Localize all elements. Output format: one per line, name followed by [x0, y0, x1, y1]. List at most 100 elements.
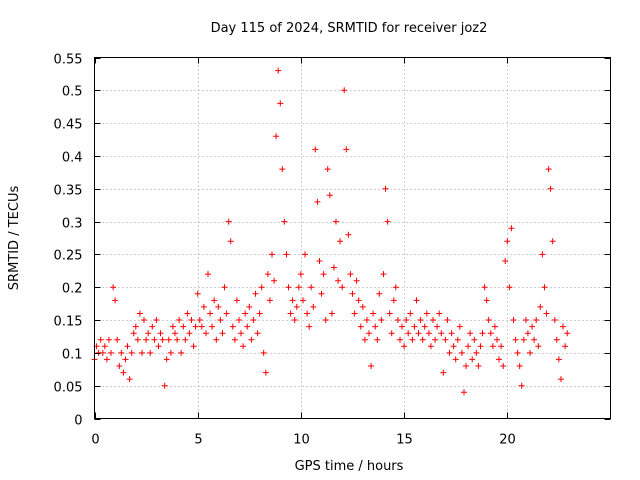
data-point: [494, 336, 500, 343]
data-point: [345, 231, 352, 238]
data-point: [103, 356, 110, 363]
data-point: [518, 382, 525, 389]
data-point: [141, 317, 147, 323]
data-point: [524, 330, 531, 337]
y-tick-label: 0.55: [54, 53, 83, 68]
data-point: [541, 284, 548, 291]
data-point: [440, 369, 447, 376]
y-tick-label: 0.35: [54, 184, 83, 199]
data-point: [351, 310, 358, 317]
data-point: [353, 277, 360, 284]
data-point: [516, 363, 523, 369]
data-point: [312, 146, 319, 153]
data-point: [297, 271, 304, 278]
data-point: [368, 363, 375, 369]
data-point: [289, 297, 296, 304]
grid: [94, 57, 611, 419]
data-point: [469, 356, 476, 363]
data-point: [463, 363, 469, 369]
data-point: [465, 343, 472, 350]
data-point: [188, 317, 195, 323]
data-point: [512, 336, 519, 343]
data-point: [405, 330, 412, 337]
data-point: [316, 258, 323, 264]
data-point: [419, 336, 426, 343]
data-point: [126, 376, 133, 383]
data-point: [110, 284, 117, 291]
data-point: [450, 343, 457, 350]
data-point: [246, 303, 253, 310]
data-point: [409, 336, 416, 343]
data-point: [213, 336, 220, 343]
data-point: [283, 251, 290, 258]
data-point: [132, 323, 139, 330]
y-tick-label: 0.25: [54, 249, 83, 264]
data-point: [471, 336, 478, 343]
data-point: [491, 323, 498, 330]
data-point: [520, 336, 527, 343]
data-point: [275, 67, 282, 74]
data-point: [355, 297, 362, 304]
data-point: [128, 349, 135, 356]
data-point: [219, 330, 226, 337]
data-point: [479, 330, 486, 337]
y-tick-label: 0.45: [54, 118, 83, 133]
data-point: [300, 297, 306, 304]
data-point: [386, 310, 393, 317]
data-point: [504, 238, 511, 245]
data-point: [182, 336, 189, 343]
data-point: [558, 376, 564, 383]
data-point: [153, 317, 160, 323]
data-point: [425, 330, 432, 337]
data-point: [382, 185, 389, 192]
data-point: [547, 185, 554, 192]
data-point: [215, 303, 222, 310]
data-point: [392, 284, 399, 291]
data-point: [372, 323, 379, 330]
data-point: [374, 336, 381, 343]
data-point: [545, 166, 552, 173]
data-point: [178, 349, 185, 356]
data-point: [279, 166, 286, 173]
data-point: [343, 146, 350, 153]
data-point: [205, 271, 211, 278]
data-point: [136, 310, 143, 317]
data-point: [564, 330, 571, 337]
data-point: [485, 317, 492, 323]
data-point: [233, 297, 240, 304]
data-point: [229, 323, 236, 330]
data-point: [423, 310, 430, 317]
data-point: [225, 218, 232, 225]
data-point: [489, 343, 496, 350]
data-point: [227, 238, 234, 245]
data-point: [320, 271, 327, 278]
data-point: [273, 133, 280, 140]
data-point: [262, 369, 269, 376]
data-point: [456, 323, 463, 330]
data-point: [347, 271, 354, 278]
data-point: [310, 303, 317, 310]
y-tick-label: 0.5: [62, 85, 83, 100]
data-point: [99, 349, 106, 356]
y-tick-label: 0.3: [62, 217, 83, 232]
data-point: [335, 277, 342, 284]
y-tick-label: 0.15: [54, 315, 83, 330]
data-point: [458, 349, 465, 356]
data-point: [174, 336, 181, 343]
data-point: [116, 363, 123, 369]
data-point: [378, 317, 385, 323]
data-point: [240, 343, 247, 350]
data-point: [401, 343, 408, 350]
data-point: [120, 369, 127, 376]
data-point: [508, 225, 515, 232]
data-point: [322, 317, 329, 323]
data-point: [427, 343, 434, 350]
y-tick-label: 0.2: [62, 282, 83, 297]
data-point: [304, 310, 311, 317]
data-point: [537, 303, 544, 310]
data-point: [122, 356, 129, 363]
data-point: [139, 349, 145, 356]
data-point: [295, 284, 302, 291]
data-point: [186, 330, 193, 337]
